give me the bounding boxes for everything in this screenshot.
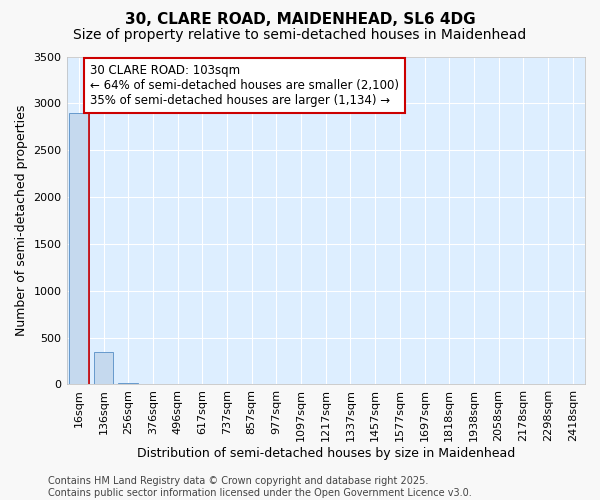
Text: 30, CLARE ROAD, MAIDENHEAD, SL6 4DG: 30, CLARE ROAD, MAIDENHEAD, SL6 4DG xyxy=(125,12,475,28)
Y-axis label: Number of semi-detached properties: Number of semi-detached properties xyxy=(15,104,28,336)
Text: Contains HM Land Registry data © Crown copyright and database right 2025.
Contai: Contains HM Land Registry data © Crown c… xyxy=(48,476,472,498)
Bar xyxy=(69,112,89,384)
Bar xyxy=(94,352,113,384)
Text: 30 CLARE ROAD: 103sqm
← 64% of semi-detached houses are smaller (2,100)
35% of s: 30 CLARE ROAD: 103sqm ← 64% of semi-deta… xyxy=(90,64,399,107)
X-axis label: Distribution of semi-detached houses by size in Maidenhead: Distribution of semi-detached houses by … xyxy=(137,447,515,460)
Text: Size of property relative to semi-detached houses in Maidenhead: Size of property relative to semi-detach… xyxy=(73,28,527,42)
